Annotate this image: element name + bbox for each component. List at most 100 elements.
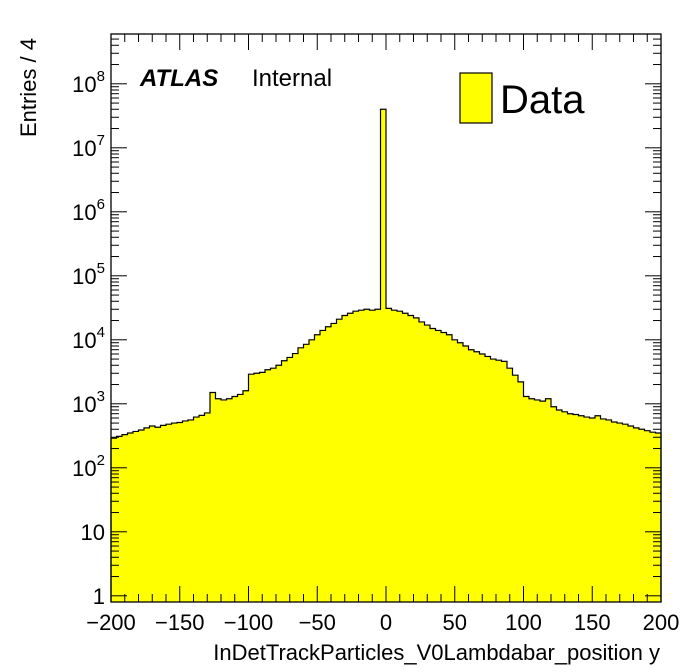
histogram-bin (529, 398, 535, 602)
histogram-bin (298, 347, 304, 602)
y-tick-label: 103 (72, 388, 105, 417)
histogram-bin (639, 429, 645, 602)
histogram-bin (116, 436, 123, 602)
histogram-bin (221, 399, 227, 602)
histogram-bin (408, 315, 414, 602)
histogram-bin (595, 415, 601, 602)
histogram-bin (633, 427, 640, 602)
histogram-bin (171, 423, 178, 602)
histogram-bin (435, 330, 442, 602)
histogram-bin (496, 360, 502, 602)
atlas-label: ATLAS (139, 65, 218, 92)
histogram-bin (182, 420, 189, 602)
histogram-bin (463, 346, 469, 602)
histogram-bin (545, 398, 552, 602)
x-axis-title: InDetTrackParticles_V0Lambdabar_position… (213, 640, 660, 665)
histogram-bin (446, 334, 453, 602)
histogram-bin (226, 398, 233, 602)
x-tick-label: 200 (643, 610, 680, 635)
histogram-bin (419, 321, 425, 602)
histogram-bin (309, 339, 315, 602)
histogram-bin (556, 410, 563, 602)
histogram-bin (562, 411, 568, 602)
histogram-bin (413, 317, 420, 602)
histogram-bin (210, 392, 216, 602)
x-tick-labels: −200 −150 −100 −50 0 50 100 150 200 (86, 610, 679, 635)
histogram-bin (237, 394, 244, 602)
histogram-bin (650, 432, 656, 602)
legend-entry-data: Data (500, 78, 585, 122)
histogram-bin (606, 419, 612, 602)
atlas-internal-label: Internal (252, 65, 332, 92)
histogram-bin (347, 313, 354, 602)
histogram-bin (111, 438, 117, 602)
x-tick-label: −50 (299, 610, 336, 635)
x-tick-label: −200 (86, 610, 136, 635)
histogram-bin (199, 415, 205, 602)
histogram-bin (534, 399, 541, 602)
x-tick-label: 0 (380, 610, 392, 635)
histogram-bin (364, 309, 370, 602)
histogram-bin (336, 319, 343, 602)
histogram-bin (248, 374, 255, 602)
y-axis-title: Entries / 4 (16, 38, 41, 137)
y-tick-label: 107 (72, 132, 105, 161)
histogram-bin (243, 390, 249, 602)
x-tick-label: 100 (505, 610, 542, 635)
histogram-bin (215, 398, 222, 602)
y-tick-label: 10 (81, 520, 105, 545)
histogram-bin (452, 339, 458, 602)
histogram-bin (281, 360, 288, 602)
histogram-bin (259, 372, 266, 602)
histogram-bin (540, 401, 546, 602)
histogram-bin (523, 396, 530, 602)
histogram-bin (188, 419, 194, 602)
legend: Data (459, 72, 585, 124)
histogram-bin (342, 315, 348, 602)
histogram-bin (325, 326, 332, 602)
histogram-bin (518, 381, 524, 602)
histogram-bars (111, 109, 662, 602)
histogram-bin (138, 429, 145, 602)
y-tick-label: 102 (72, 452, 105, 481)
histogram-bin (292, 353, 299, 602)
histogram-bin (441, 332, 447, 602)
histogram-bin (155, 427, 161, 602)
y-tick-label: 1 (93, 584, 105, 609)
histogram-bin (232, 396, 238, 602)
histogram-bin (149, 425, 156, 602)
y-tick-label: 108 (72, 68, 105, 97)
histogram-bin (617, 423, 623, 602)
y-tick-label: 104 (72, 324, 105, 353)
histogram-bin (177, 422, 183, 602)
histogram-bin (265, 369, 271, 602)
histogram-outline (110, 108, 662, 602)
histogram-bin (276, 365, 282, 602)
x-tick-label: −100 (224, 610, 274, 635)
x-tick-label: 50 (443, 610, 467, 635)
histogram-bin (457, 342, 464, 602)
histogram-bin (578, 415, 585, 602)
histogram-bin (314, 334, 321, 602)
histogram-bin (331, 323, 337, 602)
histogram-bin (133, 431, 139, 602)
histogram-bin (490, 359, 497, 602)
histogram-bin (397, 311, 403, 602)
x-tick-label: −150 (155, 610, 205, 635)
y-tick-label: 106 (72, 196, 105, 225)
histogram-bin (589, 417, 596, 602)
histogram-bin (611, 421, 618, 602)
histogram-bin (474, 351, 480, 602)
histogram-bin (391, 310, 398, 602)
histogram-bin (166, 424, 172, 602)
plot-frame (110, 33, 662, 603)
histogram-bin (127, 432, 134, 602)
histogram-bin (353, 311, 359, 602)
histogram-bin (386, 308, 392, 602)
histogram-bin (600, 418, 607, 602)
histogram-bin (655, 432, 662, 602)
histogram-bin (507, 368, 513, 602)
histogram-bin (160, 425, 167, 602)
histogram-bin (485, 356, 491, 602)
